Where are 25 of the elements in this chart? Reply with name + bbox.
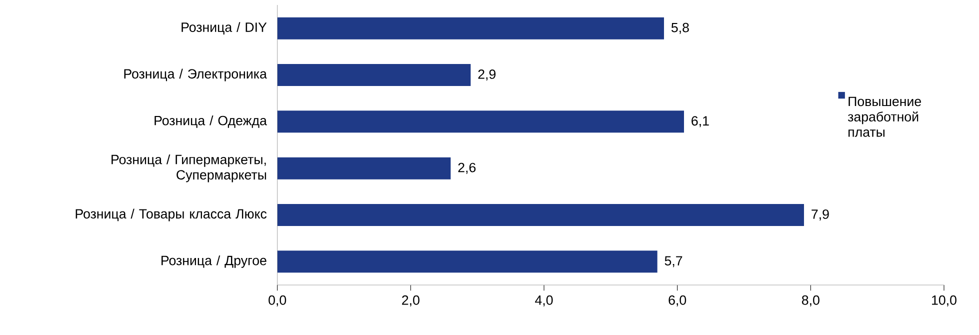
x-tick-label: 6,0	[668, 295, 686, 306]
data-label: 2,6	[458, 162, 476, 174]
bar	[277, 17, 664, 40]
x-tick-label: 4,0	[535, 295, 553, 306]
y-tick-label: Розница / DIY	[182, 22, 267, 34]
x-tick-label: 2,0	[402, 295, 420, 306]
bar	[277, 250, 658, 273]
data-label: 7,9	[812, 209, 829, 221]
x-tick-label: 10,0	[932, 295, 956, 306]
y-tick-label: Розница / Другое	[162, 255, 266, 268]
y-tick-label: Розница / Товары класса Люкс	[76, 208, 267, 222]
data-label: 5,8	[671, 22, 689, 34]
bar	[277, 64, 471, 86]
x-tick-label: 0,0	[268, 295, 286, 306]
data-label: 6,1	[692, 116, 709, 128]
bar	[277, 157, 451, 180]
data-label: 5,7	[664, 256, 682, 268]
y-tick-label: Розница / Одежда	[154, 116, 267, 128]
y-tick-label: Розница / Электроника	[124, 68, 267, 82]
bar	[277, 110, 684, 133]
bar	[277, 204, 804, 226]
legend-label: Повышение заработной платы	[848, 96, 921, 137]
y-tick-label: Розница / Гипермаркеты, Супермаркеты	[112, 154, 266, 182]
x-tick-label: 8,0	[802, 295, 820, 306]
data-label: 2,9	[478, 70, 496, 81]
